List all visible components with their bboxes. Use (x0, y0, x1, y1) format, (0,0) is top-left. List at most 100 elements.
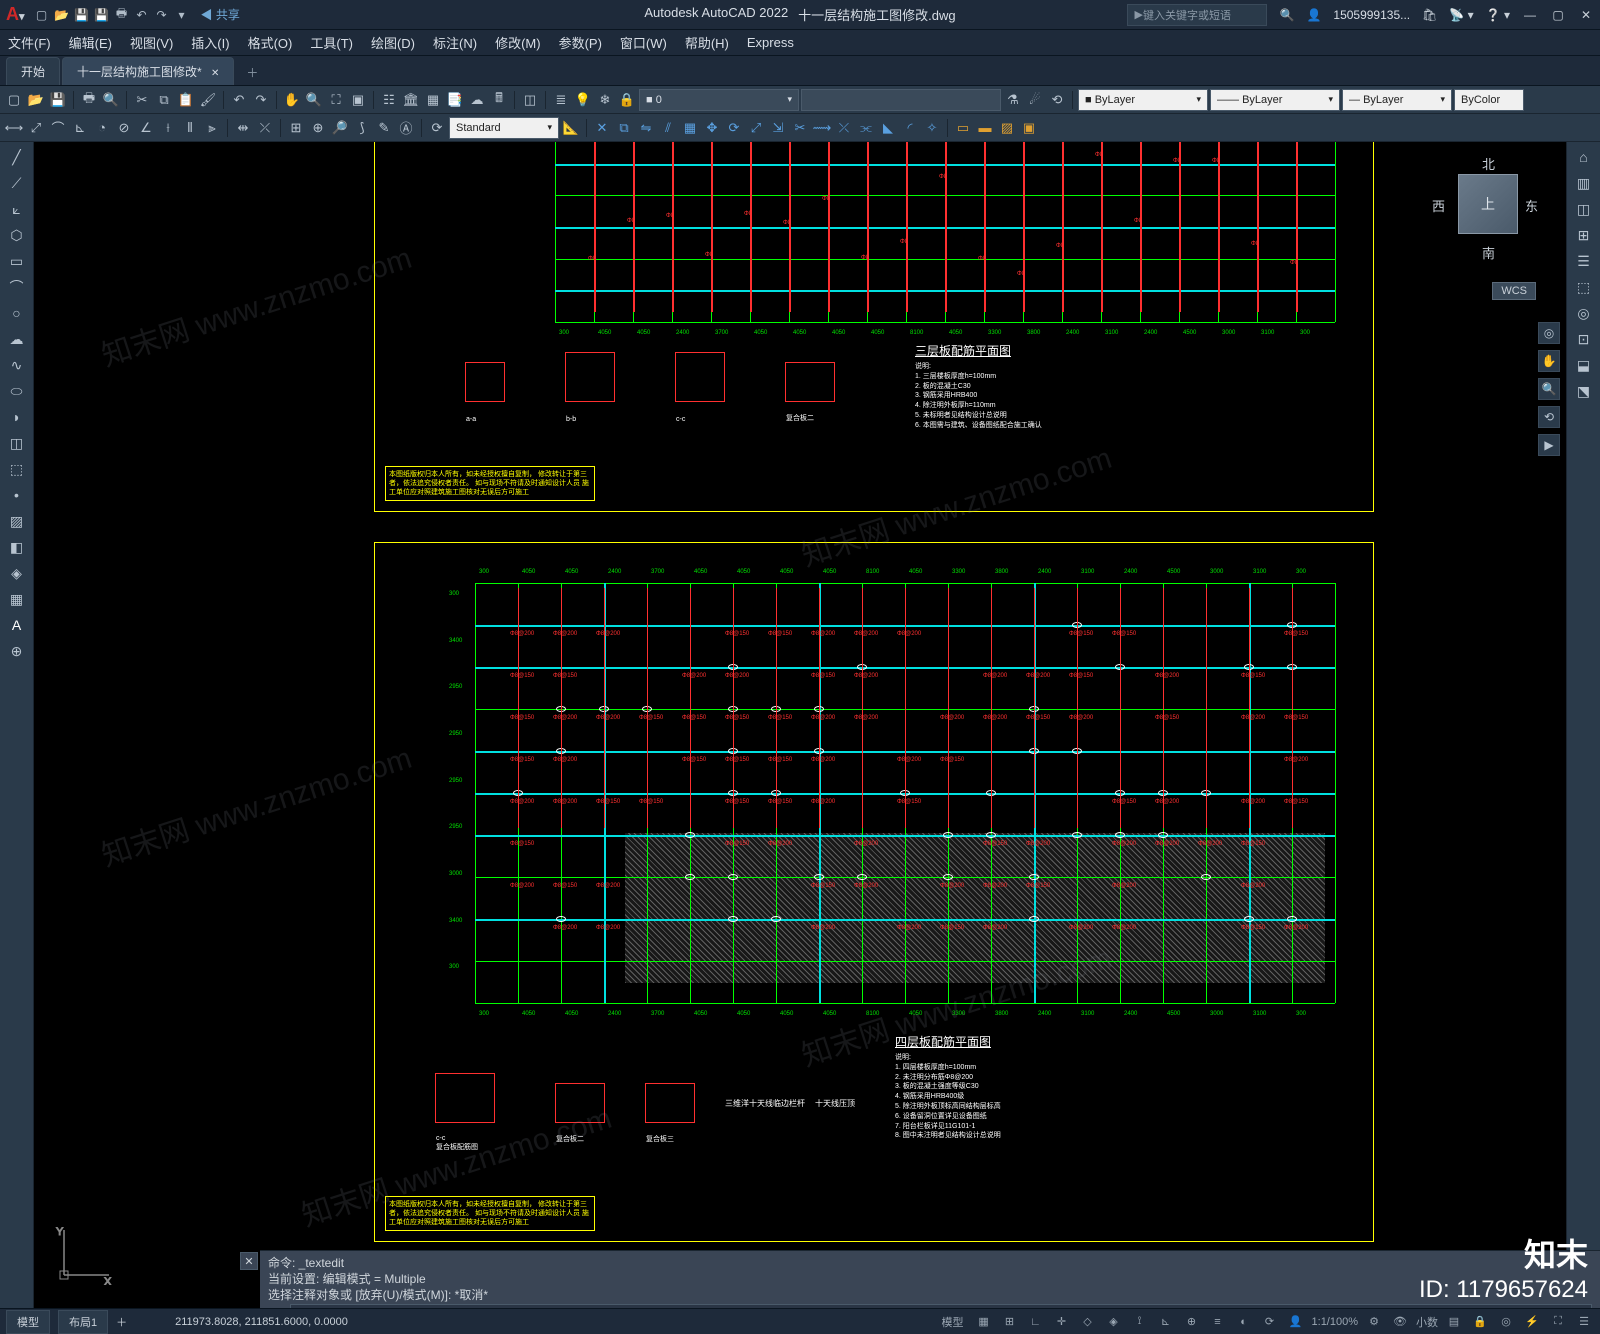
layer-filter-icon[interactable]: ⚗ (1003, 90, 1023, 110)
status-cycling-icon[interactable]: ⟳ (1260, 1312, 1280, 1332)
r-tool3-icon[interactable]: ⊞ (1567, 224, 1600, 246)
match-icon[interactable]: 🖌 (198, 90, 218, 110)
appstore-icon[interactable]: 🛍 (1422, 8, 1437, 22)
help-icon[interactable]: ❔ ▾ (1486, 8, 1510, 22)
r-tool1-icon[interactable]: ▥ (1567, 172, 1600, 194)
undo-icon[interactable]: ↶ (133, 6, 151, 24)
menu-file[interactable]: 文件(F) (8, 33, 51, 52)
viewcube[interactable]: 北 南 西 东 上 (1428, 154, 1548, 274)
sheet-set-icon[interactable]: 📑 (445, 90, 465, 110)
addselected-icon[interactable]: ⊕ (0, 640, 33, 662)
draworder2-icon[interactable]: ▬ (975, 118, 995, 138)
trim-icon[interactable]: ✂ (790, 118, 810, 138)
status-model-toggle[interactable]: 模型 (938, 1312, 968, 1332)
r-home-icon[interactable]: ⌂ (1567, 146, 1600, 168)
pline-icon[interactable]: ⟀ (0, 198, 33, 220)
menu-edit[interactable]: 编辑(E) (69, 33, 112, 52)
dim-tedit-icon[interactable]: Ⓐ (396, 118, 416, 138)
erase-icon[interactable]: ✕ (592, 118, 612, 138)
r-tool9-icon[interactable]: ⬔ (1567, 380, 1600, 402)
design-center-icon[interactable]: 🏛 (401, 90, 421, 110)
zoom-icon[interactable]: 🔍 (304, 90, 324, 110)
help-search-input[interactable]: ▶ 键入关键字或短语 (1127, 4, 1267, 26)
layer-lightbulb-icon[interactable]: 💡 (573, 90, 593, 110)
array-icon[interactable]: ▦ (680, 118, 700, 138)
menu-dimension[interactable]: 标注(N) (433, 33, 477, 52)
hatch-icon[interactable]: ▨ (0, 510, 33, 532)
hatch-edit-icon[interactable]: ▨ (997, 118, 1017, 138)
status-workspace-icon[interactable]: ⚙ (1364, 1312, 1384, 1332)
line-icon[interactable]: ╱ (0, 146, 33, 168)
ellipse-icon[interactable]: ⬭ (0, 380, 33, 402)
r-tool8-icon[interactable]: ⬓ (1567, 354, 1600, 376)
dim-ordinate-icon[interactable]: ⊾ (70, 118, 90, 138)
share-button[interactable]: ◀ 共享 (201, 6, 240, 23)
r-tool6-icon[interactable]: ◎ (1567, 302, 1600, 324)
viewcube-north[interactable]: 北 (1482, 154, 1495, 173)
saveas-icon[interactable]: 💾 (93, 6, 111, 24)
stretch-icon[interactable]: ⇲ (768, 118, 788, 138)
tolerance-icon[interactable]: ⊞ (286, 118, 306, 138)
break-icon[interactable]: ⤫ (834, 118, 854, 138)
dimstyle-combo[interactable]: Standard▾ (449, 117, 559, 139)
layer-search-input[interactable] (801, 89, 1001, 111)
dim-break-icon[interactable]: ⤫ (255, 118, 275, 138)
region-icon[interactable]: ◈ (0, 562, 33, 584)
maximize-icon[interactable]: ▢ (1550, 7, 1566, 23)
plot-icon[interactable]: 🖶 (113, 6, 131, 24)
center-mark-icon[interactable]: ⊕ (308, 118, 328, 138)
status-scale-icon[interactable]: 1:1/100% (1312, 1312, 1358, 1332)
menu-draw[interactable]: 绘图(D) (371, 33, 415, 52)
tab-document[interactable]: 十一层结构施工图修改* ✕ (62, 57, 234, 85)
status-cleanscreen-icon[interactable]: ⛶ (1548, 1312, 1568, 1332)
menu-parametric[interactable]: 参数(P) (559, 33, 602, 52)
cmd-close-icon[interactable]: ✕ (240, 1252, 258, 1270)
color-combo[interactable]: ■ ByLayer▾ (1078, 89, 1208, 111)
spline-icon[interactable]: ∿ (0, 354, 33, 376)
tab-close-icon[interactable]: ✕ (211, 68, 219, 79)
status-ducs-icon[interactable]: ⊾ (1156, 1312, 1176, 1332)
open-file-icon[interactable]: 📂 (26, 90, 46, 110)
r-tool7-icon[interactable]: ⊡ (1567, 328, 1600, 350)
menu-modify[interactable]: 修改(M) (495, 33, 541, 52)
qat-more-icon[interactable]: ▾ (173, 6, 191, 24)
table-icon[interactable]: ▦ (0, 588, 33, 610)
status-dyn-icon[interactable]: ⊕ (1182, 1312, 1202, 1332)
undo2-icon[interactable]: ↶ (229, 90, 249, 110)
status-model-tab[interactable]: 模型 (6, 1310, 50, 1334)
gradient-icon[interactable]: ◧ (0, 536, 33, 558)
polygon-icon[interactable]: ⬡ (0, 224, 33, 246)
print-icon[interactable]: 🖶 (79, 90, 99, 110)
close-icon[interactable]: ✕ (1578, 7, 1594, 23)
new-file-icon[interactable]: ▢ (4, 90, 24, 110)
mtext-icon[interactable]: A (0, 614, 33, 636)
save-file-icon[interactable]: 💾 (48, 90, 68, 110)
extend-icon[interactable]: ⟿ (812, 118, 832, 138)
markup-icon[interactable]: ☁ (467, 90, 487, 110)
status-isolate-icon[interactable]: ◎ (1496, 1312, 1516, 1332)
drawing-canvas[interactable]: 北 南 西 东 上 WCS ◎ ✋ 🔍 ⟲ ▶ /*inline*/ Φ8Φ8Φ… (34, 142, 1566, 1308)
layer-icon[interactable]: ≣ (551, 90, 571, 110)
save-icon[interactable]: 💾 (73, 6, 91, 24)
nav-orbit-icon[interactable]: ⟲ (1538, 406, 1560, 428)
chamfer-icon[interactable]: ◣ (878, 118, 898, 138)
plotstyle-combo[interactable]: ByColor (1454, 89, 1524, 111)
fillet-icon[interactable]: ◜ (900, 118, 920, 138)
xline-icon[interactable]: ⟋ (0, 172, 33, 194)
point-icon[interactable]: • (0, 484, 33, 506)
scale-icon[interactable]: ⤢ (746, 118, 766, 138)
insert-block-icon[interactable]: ◫ (0, 432, 33, 454)
r-tool4-icon[interactable]: ☰ (1567, 250, 1600, 272)
status-polar-icon[interactable]: ✛ (1052, 1312, 1072, 1332)
make-block-icon[interactable]: ⬚ (0, 458, 33, 480)
viewcube-top[interactable]: 上 (1458, 174, 1518, 234)
dim-arc-icon[interactable]: ⌒ (48, 118, 68, 138)
open-icon[interactable]: 📂 (53, 6, 71, 24)
arc-icon[interactable]: ⌒ (0, 276, 33, 298)
wcs-label[interactable]: WCS (1492, 282, 1536, 300)
copy2-icon[interactable]: ⧉ (614, 118, 634, 138)
r-tool5-icon[interactable]: ⬚ (1567, 276, 1600, 298)
rotate-icon[interactable]: ⟳ (724, 118, 744, 138)
stayconnected-icon[interactable]: 📡 ▾ (1449, 8, 1473, 22)
dim-aligned-icon[interactable]: ⤢ (26, 118, 46, 138)
